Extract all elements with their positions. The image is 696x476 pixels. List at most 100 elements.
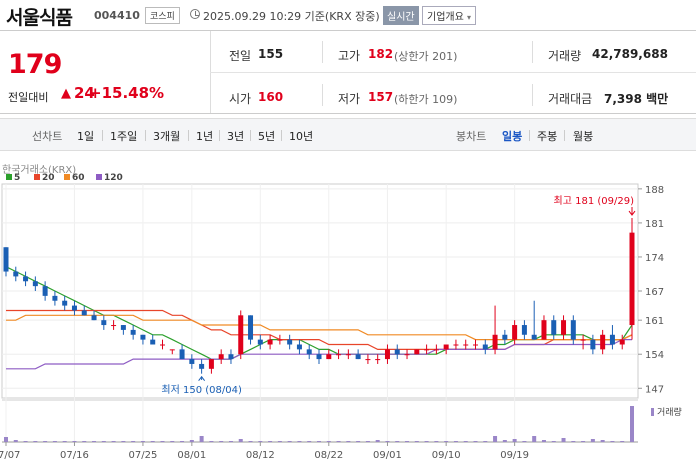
candle-body	[199, 363, 205, 369]
candle-body	[267, 339, 273, 345]
price-chart[interactable]: 188 181 174 167 161 154 147 07/07 07/16 07/25 08/0…	[0, 180, 696, 476]
volume-bar	[238, 439, 243, 442]
y-tick-label: 174	[645, 253, 664, 264]
volume-bar	[228, 441, 233, 442]
volume-bar	[82, 441, 87, 442]
volume-bar	[473, 441, 478, 442]
candle-body	[609, 334, 615, 345]
candle-body	[482, 344, 488, 350]
ma120-swatch	[96, 174, 102, 180]
volume-bar	[532, 436, 537, 442]
realtime-button[interactable]: 실시간	[383, 6, 419, 25]
low-arrow-head	[198, 375, 206, 381]
divider	[564, 130, 565, 141]
volume-bar	[307, 441, 312, 442]
candle-body	[160, 344, 165, 346]
volume-bar	[23, 441, 28, 442]
volume-bar	[395, 441, 400, 442]
volume-bar	[4, 437, 8, 442]
divider	[145, 130, 146, 141]
stock-code: 004410	[94, 9, 140, 22]
prev-close-value: 155	[258, 47, 284, 61]
volume-bar	[522, 441, 527, 442]
candle-body	[42, 286, 48, 296]
weekly-candle-button[interactable]: 주봉	[537, 130, 558, 143]
x-tick-label: 09/01	[373, 450, 402, 461]
up-arrow-icon: ▲	[61, 86, 71, 101]
volume-bar	[493, 436, 498, 442]
volume-bar	[258, 441, 263, 442]
divider	[322, 84, 323, 106]
volume-bar	[463, 441, 468, 442]
volume-bar	[189, 440, 194, 442]
amount-value: 7,398 백만	[604, 92, 669, 106]
volume-bar	[101, 441, 106, 442]
volume-bar	[405, 441, 410, 442]
candle-body	[287, 339, 293, 345]
volume-bar	[62, 441, 67, 442]
monthly-candle-button[interactable]: 월봉	[573, 130, 594, 143]
divider	[532, 41, 533, 63]
range-10y-button[interactable]: 10년	[289, 130, 314, 143]
range-1y-button[interactable]: 1년	[196, 130, 214, 143]
volume-legend: 거래량	[651, 405, 682, 418]
candle-body	[169, 349, 175, 351]
volume-bar	[248, 441, 253, 442]
volume-bar	[140, 441, 145, 442]
candle-body	[551, 320, 557, 335]
candle-body	[101, 320, 107, 326]
ma60-line	[6, 314, 633, 341]
chart-toolbar: 선차트 1일 1주일 3개월 1년 3년 5년 10년 봉차트 일봉 주봉 월봉	[0, 118, 696, 151]
volume-bar	[92, 441, 97, 442]
volume-bar	[160, 441, 165, 442]
x-tick-label: 08/12	[246, 450, 275, 461]
timestamp: 2025.09.29 10:29 기준(KRX 장중)	[203, 10, 380, 23]
chevron-down-icon: ▾	[467, 13, 472, 22]
range-1d-button[interactable]: 1일	[77, 130, 95, 143]
divider	[529, 130, 530, 141]
volume-bar	[581, 441, 586, 442]
ma60-label: 60	[72, 173, 85, 183]
candle-body	[111, 325, 117, 327]
candle-body	[248, 315, 254, 340]
candle-body	[13, 271, 19, 277]
candle-body	[365, 359, 371, 361]
change-label: 전일대비	[8, 91, 49, 104]
company-info-dropdown[interactable]: 기업개요 ▾	[422, 6, 477, 25]
line-chart-label: 선차트	[32, 130, 63, 143]
volume-bar	[268, 441, 273, 442]
range-5y-button[interactable]: 5년	[258, 130, 276, 143]
volume-bar	[356, 441, 361, 442]
divider	[219, 130, 220, 141]
range-1w-button[interactable]: 1주일	[110, 130, 138, 143]
candle-body	[619, 339, 625, 345]
divider	[102, 130, 103, 141]
ma60-swatch	[64, 174, 70, 180]
daily-candle-button[interactable]: 일봉	[502, 130, 523, 143]
candle-body	[473, 344, 478, 346]
candle-chart-label: 봉차트	[456, 130, 487, 143]
volume-bar	[610, 441, 615, 442]
y-tick-label: 167	[645, 287, 664, 298]
candle-body	[580, 339, 586, 341]
market-badge: 코스피	[145, 7, 180, 24]
range-3m-button[interactable]: 3개월	[153, 130, 181, 143]
candle-body	[541, 320, 547, 340]
volume-bar	[13, 440, 18, 442]
candle-body	[590, 339, 596, 350]
candle-body	[629, 232, 635, 326]
amount-label: 거래대금	[548, 92, 593, 106]
volume-bar	[52, 441, 57, 442]
candle-body	[433, 349, 439, 351]
volume-bar	[277, 441, 282, 442]
candle-body	[521, 325, 527, 335]
volume-value: 42,789,688	[592, 47, 668, 61]
candle-body	[375, 359, 381, 361]
candle-body	[512, 325, 518, 340]
high-arrow-head	[628, 210, 636, 216]
volume-bar	[483, 441, 488, 442]
candle-body	[306, 349, 312, 355]
range-3y-button[interactable]: 3년	[227, 130, 245, 143]
volume-bar	[43, 441, 48, 442]
change-value: 24	[74, 84, 95, 102]
